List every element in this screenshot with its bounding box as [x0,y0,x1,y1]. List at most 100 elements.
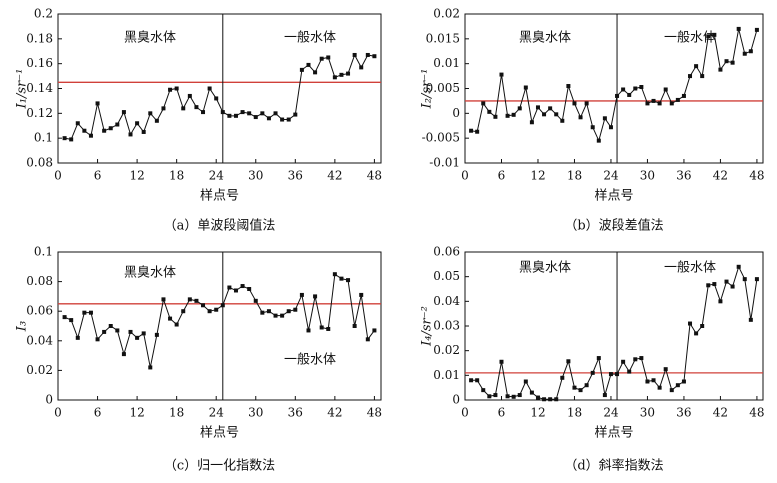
data-point [352,52,357,57]
data-point [675,97,680,102]
data-point [499,359,504,364]
y-tick-label: 0.04 [433,294,460,308]
data-point [365,337,370,342]
x-tick-label: 30 [248,406,263,420]
data-point [359,292,364,297]
caption: （c）归一化指数法 [164,459,275,474]
data-point [560,118,565,123]
annotation: 黑臭水体 [124,266,176,281]
y-tick-label: 0 [452,393,460,407]
data-point [615,93,620,98]
data-point [712,32,717,37]
data-point [319,56,324,61]
data-point [657,101,662,106]
data-point [128,132,133,137]
data-point [148,111,153,116]
data-point [247,111,252,116]
data-point [240,110,245,115]
data-point [724,59,729,64]
x-tick-label: 30 [640,169,655,183]
data-point [313,70,318,75]
data-point [115,328,120,333]
x-tick-label: 36 [676,406,691,420]
data-point [332,75,337,80]
data-point [657,385,662,390]
data-point [596,138,601,143]
data-point [748,49,753,54]
data-point [754,277,759,282]
data-point [554,397,559,402]
data-point [469,378,474,383]
x-tick-label: 6 [94,169,102,183]
data-point [712,282,717,287]
data-point [475,378,480,383]
data-point [548,106,553,111]
data-point [69,318,74,323]
data-point [62,315,67,320]
data-point [621,87,626,92]
x-tick-label: 42 [713,169,728,183]
data-point [529,390,534,395]
data-point [499,72,504,77]
data-point [313,294,318,299]
data-point [207,309,212,314]
data-point [742,51,747,56]
data-point [339,72,344,77]
data-point [633,86,638,91]
data-point [220,303,225,308]
x-axis-label: 样点号 [594,189,633,204]
y-tick-label: 0.06 [26,304,53,318]
y-tick-label: 0.16 [26,56,53,70]
data-point [69,137,74,142]
data-point [240,284,245,289]
data-point [584,101,589,106]
annotation: 一般水体 [664,30,716,46]
x-tick-label: 48 [749,169,764,183]
data-point [102,329,107,334]
data-point [207,86,212,91]
y-tick-label: 0.01 [433,368,460,382]
data-point [554,112,559,117]
data-point [511,112,516,117]
data-point [663,87,668,92]
data-point [627,369,632,374]
data-point [584,383,589,388]
data-point [578,115,583,120]
data-point [260,310,265,315]
data-point [578,388,583,393]
y-tick-label: 0.12 [26,106,53,120]
y-axis-label: I₂/sr⁻¹ [420,69,435,110]
data-point [742,277,747,282]
data-point [88,133,93,138]
data-point [700,324,705,328]
y-axis-label: I₄/sr⁻² [420,306,435,347]
data-point [706,283,711,288]
data-point [694,331,699,336]
x-axis-label: 样点号 [200,426,239,441]
y-tick-label: 0.02 [26,363,53,377]
data-point [187,297,192,302]
data-point [542,397,547,402]
data-point [332,272,337,277]
y-tick-label: 0.18 [26,31,53,45]
y-axis-label: I₃ [15,321,30,332]
data-point [736,264,741,269]
data-point [754,27,759,32]
data-point [253,115,258,120]
data-point [602,116,607,121]
data-point [615,372,620,377]
data-point [161,106,166,111]
y-tick-label: 0 [452,106,460,120]
data-point [730,284,735,289]
data-point [280,117,285,122]
x-tick-label: 12 [129,406,144,420]
data-point [233,113,238,118]
data-point [174,322,179,327]
data-point [651,378,656,383]
x-tick-label: 6 [94,406,102,420]
data-point [548,397,553,402]
x-tick-label: 42 [327,169,342,183]
data-point [700,74,705,79]
data-point [108,324,113,328]
y-axis-label: I₁/sr⁻¹ [15,69,30,110]
